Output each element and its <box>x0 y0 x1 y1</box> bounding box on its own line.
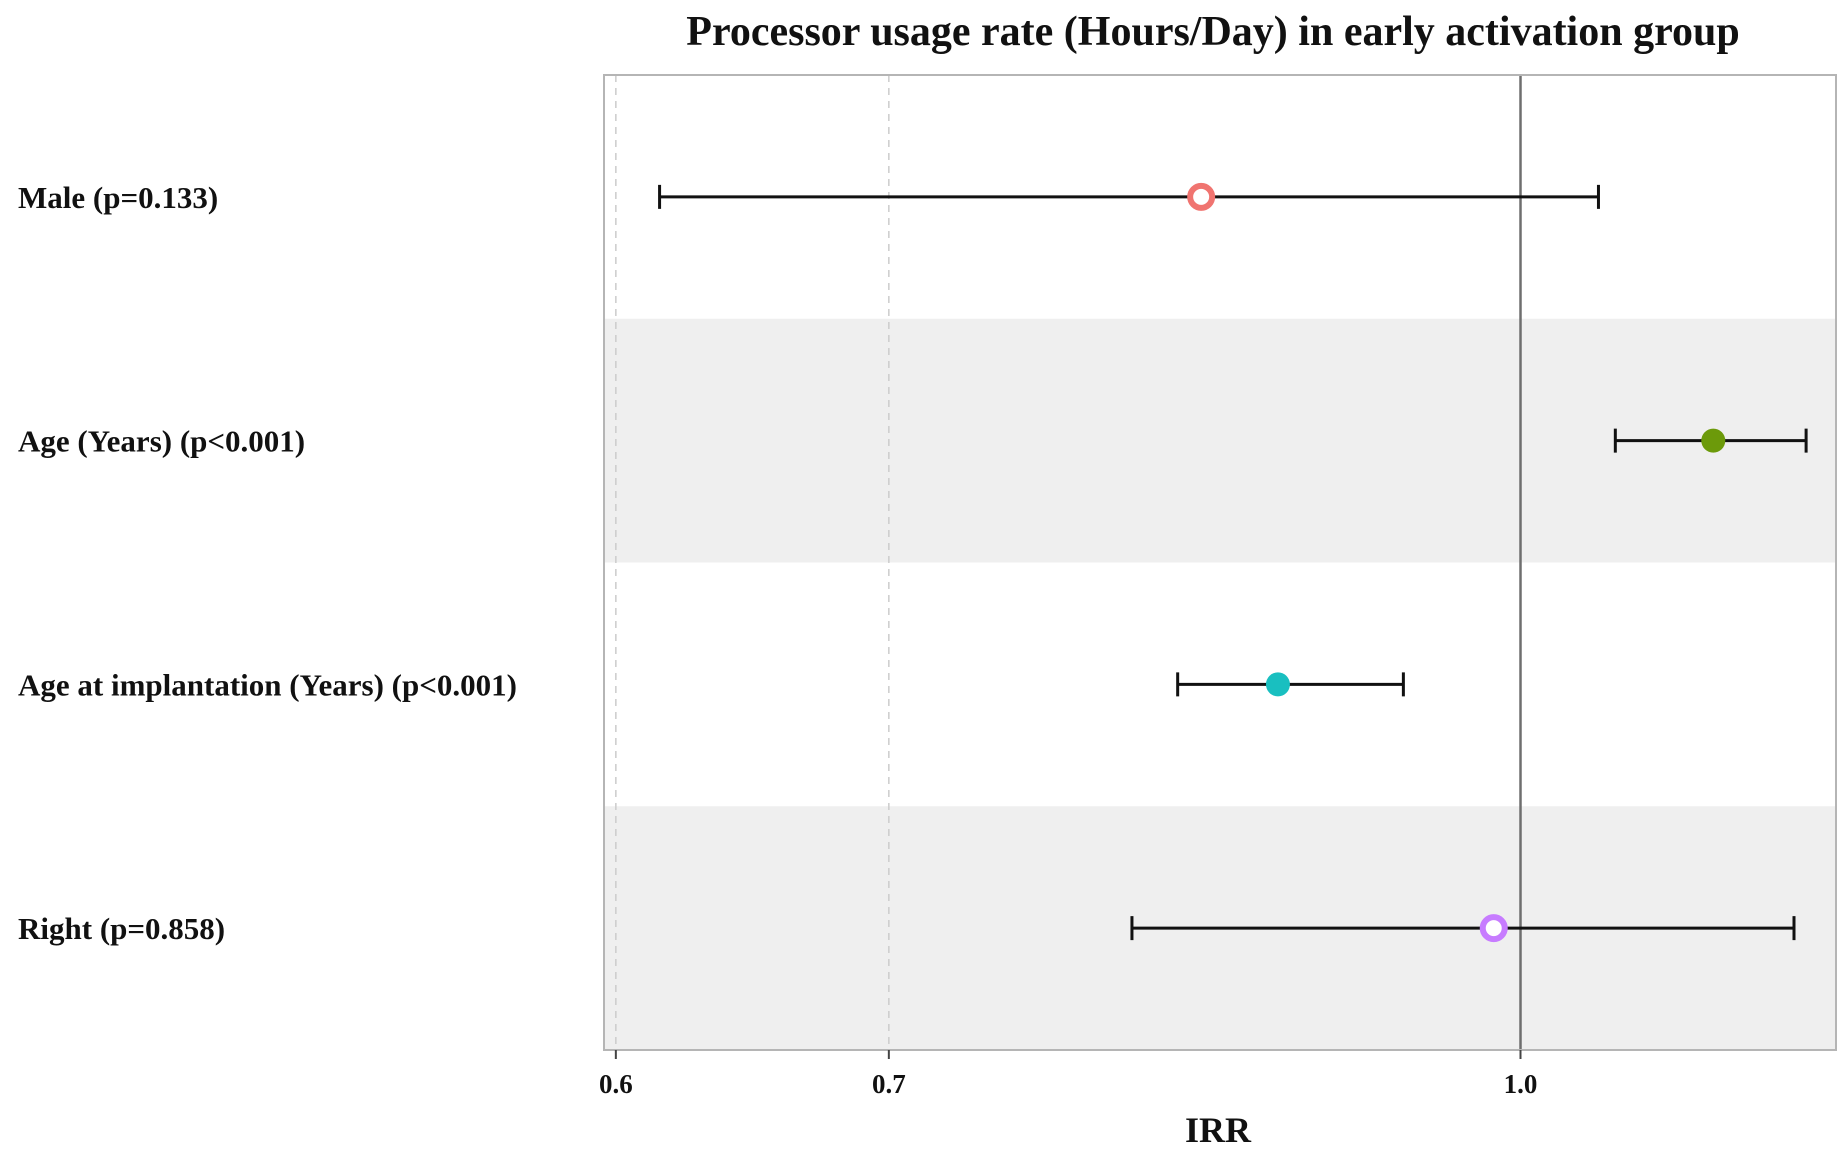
estimate-point <box>1701 428 1726 453</box>
x-tick-label: 0.6 <box>599 1069 633 1099</box>
row-label: Right (p=0.858) <box>18 911 225 946</box>
chart-title: Processor usage rate (Hours/Day) in earl… <box>686 9 1739 55</box>
row-label: Age at implantation (Years) (p<0.001) <box>18 667 517 702</box>
estimate-point <box>1187 182 1216 211</box>
x-tick-label: 0.7 <box>872 1069 906 1099</box>
estimate-marks <box>658 182 1808 943</box>
estimate-point <box>1479 914 1508 943</box>
row-bands <box>604 75 1836 1050</box>
x-tick-label: 1.0 <box>1504 1069 1538 1099</box>
grid-lines <box>615 75 1522 1050</box>
row-label: Male (p=0.133) <box>18 180 218 215</box>
plot-panel-border <box>603 74 1837 1051</box>
x-axis: 0.6 0.7 1.0 <box>599 1050 1537 1099</box>
x-axis-label: IRR <box>1185 1110 1252 1150</box>
row-labels: Male (p=0.133) Age (Years) (p<0.001) Age a… <box>18 180 517 946</box>
estimate-point <box>1265 672 1290 697</box>
row-label: Age (Years) (p<0.001) <box>18 424 305 459</box>
